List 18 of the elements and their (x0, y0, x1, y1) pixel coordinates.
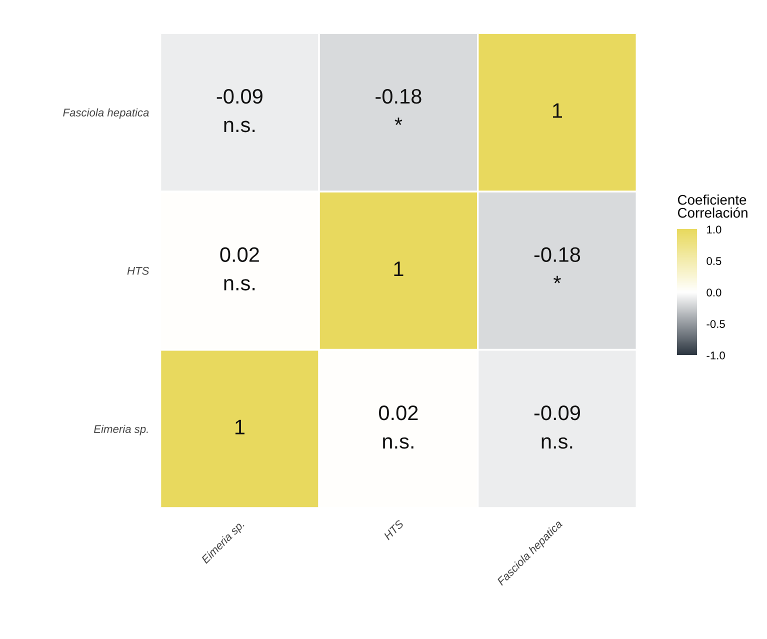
color-bar-label: 1.0 (707, 226, 722, 234)
y-tick-label: Fasciola hepatica (63, 108, 149, 119)
data-label: -0.18 * (376, 88, 422, 125)
y-tick-label: Eimeria sp. (94, 424, 148, 436)
data-label: 0.02 n.s. (379, 405, 418, 449)
data-label: 1 (553, 103, 562, 118)
data-label: -0.09 n.s. (216, 88, 262, 132)
data-label: 1 (394, 262, 404, 276)
data-label: -0.09 n.s. (534, 405, 580, 449)
color-bar-label: 0.0 (706, 288, 722, 296)
data-label: 0.02 n.s. (220, 247, 259, 290)
color-bar-title: Coeficiente Correlación (678, 194, 748, 218)
data-label: 1 (235, 420, 244, 434)
data-label: -0.18 * (534, 247, 580, 284)
color-bar-label: 0.5 (706, 257, 722, 266)
color-bar-label: -0.5 (706, 320, 725, 328)
color-bar-label: -1.0 (706, 352, 725, 360)
y-tick-label: HTS (127, 266, 150, 275)
